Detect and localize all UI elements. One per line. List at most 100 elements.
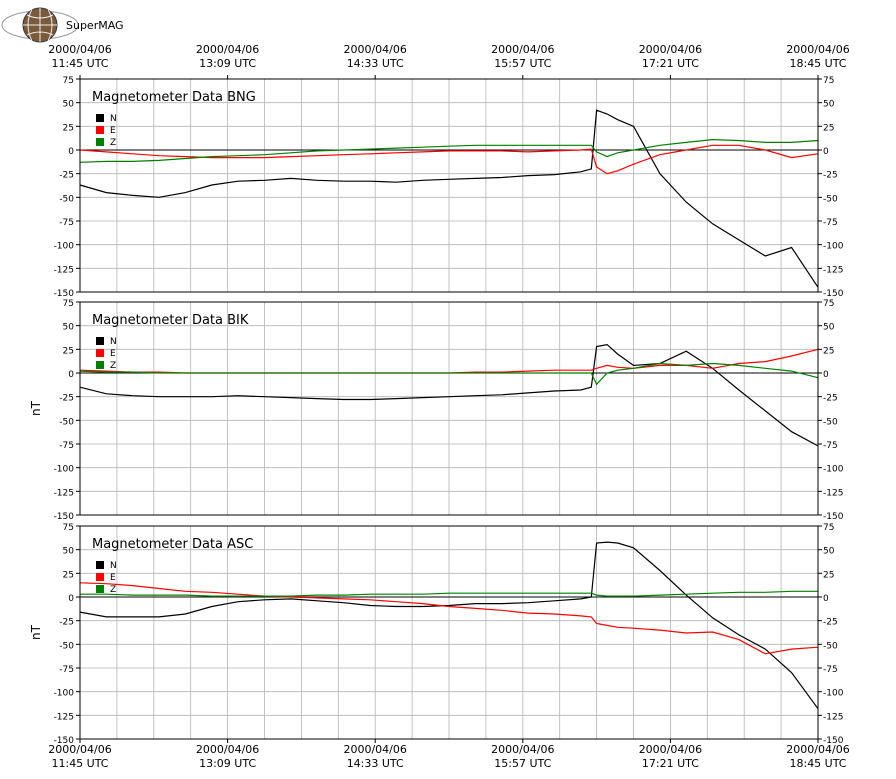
x-tick-label: 17:21 UTC — [642, 757, 699, 770]
y-tick-label: -50 — [59, 194, 74, 204]
legend-label: E — [110, 126, 116, 136]
y2-tick-label: -100 — [823, 465, 844, 475]
y-tick-label: 25 — [63, 123, 74, 133]
legend-swatch — [96, 349, 104, 357]
x-tick-label: 13:09 UTC — [199, 757, 256, 770]
y-tick-label: -50 — [59, 417, 74, 427]
y-tick-label: 75 — [63, 76, 74, 86]
y-tick-label: -150 — [54, 512, 75, 522]
y2-tick-label: -125 — [823, 265, 843, 275]
y-tick-label: 50 — [63, 323, 75, 333]
y-tick-label: -125 — [54, 265, 74, 275]
y-tick-label: -75 — [59, 218, 74, 228]
plot-frame — [79, 78, 819, 293]
y2-tick-label: -150 — [823, 512, 844, 522]
y-tick-label: -125 — [54, 488, 74, 498]
y-tick-label: -100 — [54, 465, 75, 475]
y-tick-label: -150 — [54, 736, 75, 746]
series-line — [79, 109, 819, 288]
x-tick-label: 2000/04/06 — [196, 743, 259, 756]
y-tick-label: 0 — [68, 147, 74, 157]
y2-tick-label: -100 — [823, 242, 844, 252]
legend-swatch — [96, 585, 104, 593]
legend-swatch — [96, 337, 104, 345]
x-tick-label: 13:09 UTC — [199, 57, 256, 70]
legend-label: N — [110, 114, 117, 124]
y2-tick-label: -150 — [823, 736, 844, 746]
x-tick-label: 15:57 UTC — [494, 57, 551, 70]
y2-tick-label: 0 — [823, 147, 829, 157]
legend-swatch — [96, 138, 104, 146]
plot-frame — [79, 301, 819, 516]
logo: SuperMAG — [1, 7, 124, 43]
legend-label: E — [110, 573, 116, 583]
panel-title: Magnetometer Data BIK — [92, 313, 249, 328]
y2-tick-label: 50 — [823, 323, 835, 333]
x-tick-label: 2000/04/06 — [48, 43, 111, 56]
series-line — [79, 541, 819, 710]
x-tick-label: 11:45 UTC — [51, 57, 108, 70]
plot-frame — [79, 525, 819, 740]
y-tick-label: -150 — [54, 289, 75, 299]
y-tick-label: -25 — [59, 171, 74, 181]
y-tick-label: 50 — [63, 100, 75, 110]
y2-tick-label: -125 — [823, 712, 843, 722]
x-tick-label: 2000/04/06 — [491, 743, 554, 756]
y2-tick-label: 25 — [823, 123, 834, 133]
panel-title: Magnetometer Data BNG — [92, 90, 256, 105]
y2-tick-label: 0 — [823, 370, 829, 380]
x-tick-label: 14:33 UTC — [347, 757, 404, 770]
y-tick-label: 75 — [63, 523, 74, 533]
y-tick-label: 0 — [68, 594, 74, 604]
panel-title: Magnetometer Data ASC — [92, 537, 253, 552]
x-tick-label: 18:45 UTC — [789, 757, 846, 770]
y2-tick-label: -25 — [823, 618, 838, 628]
series-line — [79, 362, 819, 386]
x-tick-label: 2000/04/06 — [639, 743, 702, 756]
y2-tick-label: -125 — [823, 488, 843, 498]
y-tick-label: -25 — [59, 618, 74, 628]
x-tick-label: 2000/04/06 — [786, 43, 849, 56]
legend-label: N — [110, 337, 117, 347]
x-tick-label: 2000/04/06 — [639, 43, 702, 56]
series-line — [79, 138, 819, 163]
y2-tick-label: 75 — [823, 76, 834, 86]
x-tick-label: 18:45 UTC — [789, 57, 846, 70]
legend-label: Z — [110, 138, 116, 148]
y-tick-label: 75 — [63, 299, 74, 309]
x-tick-label: 2000/04/06 — [786, 743, 849, 756]
y2-tick-label: -75 — [823, 218, 838, 228]
x-tick-label: 11:45 UTC — [51, 757, 108, 770]
y2-tick-label: -25 — [823, 171, 838, 181]
y2-tick-label: -75 — [823, 441, 838, 451]
x-tick-label: 2000/04/06 — [343, 743, 406, 756]
legend-swatch — [96, 114, 104, 122]
y2-tick-label: 25 — [823, 346, 834, 356]
x-tick-label: 17:21 UTC — [642, 57, 699, 70]
x-tick-label: 15:57 UTC — [494, 757, 551, 770]
series-line — [79, 582, 819, 655]
y-tick-label: 0 — [68, 370, 74, 380]
x-tick-label: 14:33 UTC — [347, 57, 404, 70]
y-axis-label: nT — [29, 624, 43, 640]
y-tick-label: -75 — [59, 665, 74, 675]
y-tick-label: 25 — [63, 570, 74, 580]
x-tick-label: 2000/04/06 — [343, 43, 406, 56]
legend-swatch — [96, 126, 104, 134]
legend-label: Z — [110, 585, 116, 595]
y2-tick-label: 75 — [823, 299, 834, 309]
y2-tick-label: -50 — [823, 194, 838, 204]
y2-tick-label: -75 — [823, 665, 838, 675]
y-tick-label: -125 — [54, 712, 74, 722]
y2-tick-label: -50 — [823, 641, 838, 651]
legend-label: N — [110, 561, 117, 571]
legend-swatch — [96, 561, 104, 569]
y-tick-label: -50 — [59, 641, 74, 651]
series-line — [80, 590, 818, 597]
legend-label: Z — [110, 361, 116, 371]
logo-grid — [23, 8, 57, 42]
y2-tick-label: -25 — [823, 394, 838, 404]
x-tick-label: 2000/04/06 — [491, 43, 554, 56]
